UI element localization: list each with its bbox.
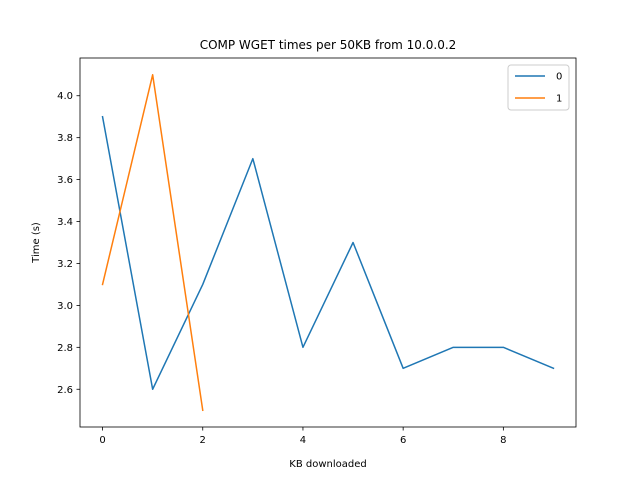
y-tick-label: 3.6 bbox=[57, 175, 73, 186]
x-tick-label: 8 bbox=[500, 435, 506, 446]
x-tick-label: 6 bbox=[400, 435, 406, 446]
series-line-0 bbox=[101, 115, 555, 391]
x-axis-label: KB downloaded bbox=[289, 459, 366, 470]
series-layer bbox=[101, 74, 555, 412]
series-line-1 bbox=[101, 74, 204, 412]
legend-label-0: 0 bbox=[556, 72, 562, 83]
y-axis-label: Time (s) bbox=[31, 222, 42, 264]
legend-label-1: 1 bbox=[556, 94, 562, 105]
x-tick-label: 2 bbox=[200, 435, 206, 446]
y-tick-label: 3.0 bbox=[57, 301, 73, 312]
axes-frame bbox=[79, 57, 577, 428]
legend: 01 bbox=[507, 64, 570, 111]
y-tick-label: 2.8 bbox=[57, 343, 73, 354]
y-tick-label: 4.0 bbox=[57, 91, 73, 102]
x-tick-label: 0 bbox=[99, 435, 105, 446]
y-axis-ticks: 2.6 2.8 3.0 3.2 3.4 3.6 3.8 4.0 bbox=[57, 91, 80, 396]
chart-title: COMP WGET times per 50KB from 10.0.0.2 bbox=[200, 38, 457, 52]
y-tick-label: 3.8 bbox=[57, 133, 73, 144]
plot-area: 0 2 4 6 8 2.6 2.8 3.0 3.2 3.4 3.6 3.8 4.0 bbox=[57, 57, 577, 446]
x-tick-label: 4 bbox=[300, 435, 306, 446]
y-tick-label: 3.4 bbox=[57, 217, 73, 228]
y-tick-label: 3.2 bbox=[57, 259, 73, 270]
x-axis-ticks: 0 2 4 6 8 bbox=[99, 427, 507, 446]
y-tick-label: 2.6 bbox=[57, 385, 73, 396]
legend-items: 01 bbox=[515, 72, 562, 105]
